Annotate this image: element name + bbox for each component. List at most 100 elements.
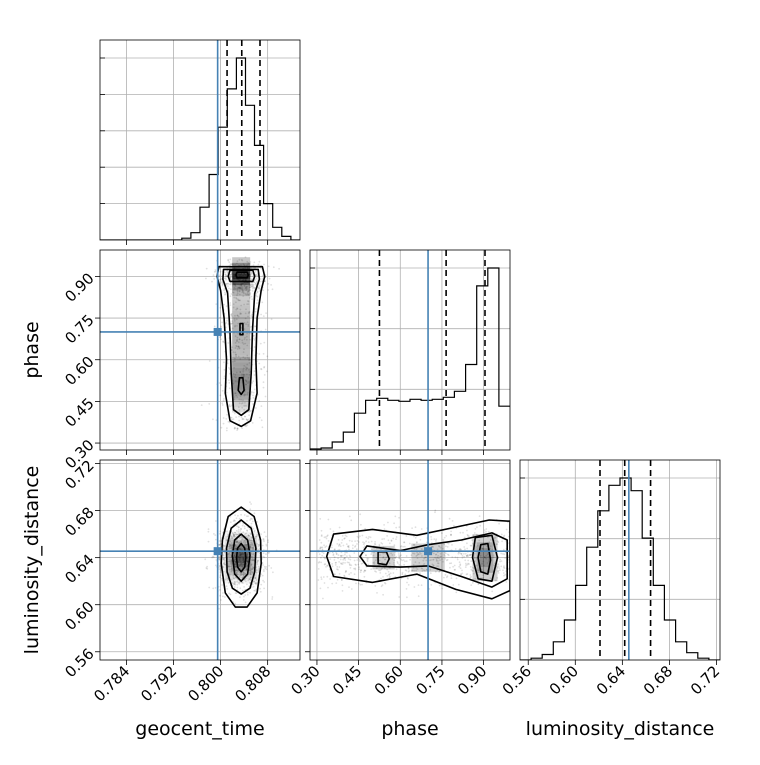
scatter-point	[238, 398, 241, 401]
scatter-point	[255, 583, 257, 586]
scatter-point	[227, 533, 230, 536]
panel-content	[310, 250, 510, 450]
scatter-point	[262, 552, 265, 555]
scatter-point	[468, 563, 470, 565]
scatter-point	[466, 563, 469, 566]
scatter-point	[347, 545, 350, 547]
scatter-point	[493, 537, 496, 540]
scatter-point	[354, 540, 356, 542]
scatter-point	[262, 274, 264, 277]
scatter-point	[241, 573, 244, 576]
scatter-point	[264, 280, 266, 283]
scatter-point	[336, 568, 338, 570]
scatter-point	[250, 285, 253, 288]
scatter-point	[333, 548, 336, 551]
scatter-point	[239, 313, 242, 315]
scatter-point	[256, 563, 259, 565]
scatter-point	[438, 557, 440, 560]
scatter-point	[483, 556, 486, 558]
scatter-point	[240, 563, 243, 566]
scatter-point	[445, 576, 448, 579]
scatter-point	[232, 351, 235, 353]
scatter-point	[241, 546, 244, 549]
scatter-point	[251, 422, 254, 424]
scatter-point	[245, 566, 248, 569]
scatter-point	[354, 567, 357, 570]
scatter-point	[222, 417, 225, 419]
scatter-point	[354, 563, 357, 566]
scatter-point	[230, 312, 233, 315]
density-cell	[232, 383, 251, 389]
scatter-point	[267, 265, 270, 268]
scatter-point	[240, 375, 243, 378]
scatter-point	[244, 580, 247, 582]
scatter-point	[251, 283, 254, 286]
scatter-point	[326, 535, 328, 538]
scatter-point	[265, 553, 267, 555]
scatter-point	[410, 554, 413, 557]
scatter-point	[212, 587, 215, 590]
scatter-point	[253, 529, 256, 532]
scatter-point	[460, 573, 462, 576]
contour-level-3	[231, 533, 251, 582]
scatter-point	[242, 571, 244, 574]
scatter-point	[416, 551, 418, 554]
scatter-point	[245, 367, 248, 370]
scatter-point	[251, 547, 254, 550]
scatter-point	[357, 582, 360, 585]
scatter-point	[505, 528, 508, 531]
scatter-point	[251, 568, 254, 570]
scatter-point	[250, 567, 253, 570]
scatter-point	[220, 537, 223, 539]
scatter-point	[224, 293, 227, 295]
density-cell	[232, 344, 251, 350]
scatter-point	[241, 563, 244, 566]
scatter-point	[231, 320, 234, 323]
scatter-point	[220, 325, 222, 328]
scatter-point	[230, 322, 233, 325]
scatter-point	[434, 511, 436, 514]
scatter-point	[247, 560, 249, 563]
scatter-point	[246, 557, 249, 560]
scatter-point	[323, 563, 326, 566]
scatter-point	[413, 548, 416, 550]
scatter-point	[240, 264, 242, 266]
scatter-point	[253, 261, 256, 264]
scatter-point	[238, 583, 241, 585]
scatter-point	[241, 564, 244, 566]
scatter-point	[215, 520, 217, 522]
scatter-point	[237, 581, 240, 584]
scatter-point	[334, 573, 336, 576]
scatter-point	[249, 277, 252, 280]
scatter-point	[234, 373, 237, 376]
scatter-point	[222, 570, 225, 573]
scatter-point	[239, 547, 241, 550]
scatter-point	[259, 342, 262, 345]
scatter-point	[382, 556, 384, 559]
scatter-point	[214, 270, 217, 273]
panel-frame	[99, 459, 301, 661]
scatter-point	[466, 533, 469, 536]
scatter-point	[250, 390, 253, 393]
density-cell	[232, 283, 251, 289]
scatter-point	[241, 555, 244, 558]
xtick-label: 0.45	[329, 662, 365, 698]
scatter-point	[238, 541, 241, 544]
scatter-point	[351, 547, 354, 550]
scatter-point	[497, 541, 500, 544]
scatter-point	[382, 552, 385, 555]
scatter-point	[221, 283, 224, 286]
scatter-point	[423, 563, 426, 565]
scatter-point	[450, 530, 452, 533]
contour-level-2	[225, 519, 257, 595]
scatter-point	[255, 308, 257, 310]
scatter-point	[378, 545, 381, 547]
scatter-point	[387, 521, 389, 524]
scatter-point	[383, 581, 386, 584]
scatter-point	[240, 572, 243, 575]
scatter-point	[240, 528, 243, 531]
scatter-point	[349, 558, 352, 561]
scatter-point	[356, 535, 359, 538]
scatter-point	[335, 561, 337, 564]
scatter-point	[246, 260, 249, 263]
